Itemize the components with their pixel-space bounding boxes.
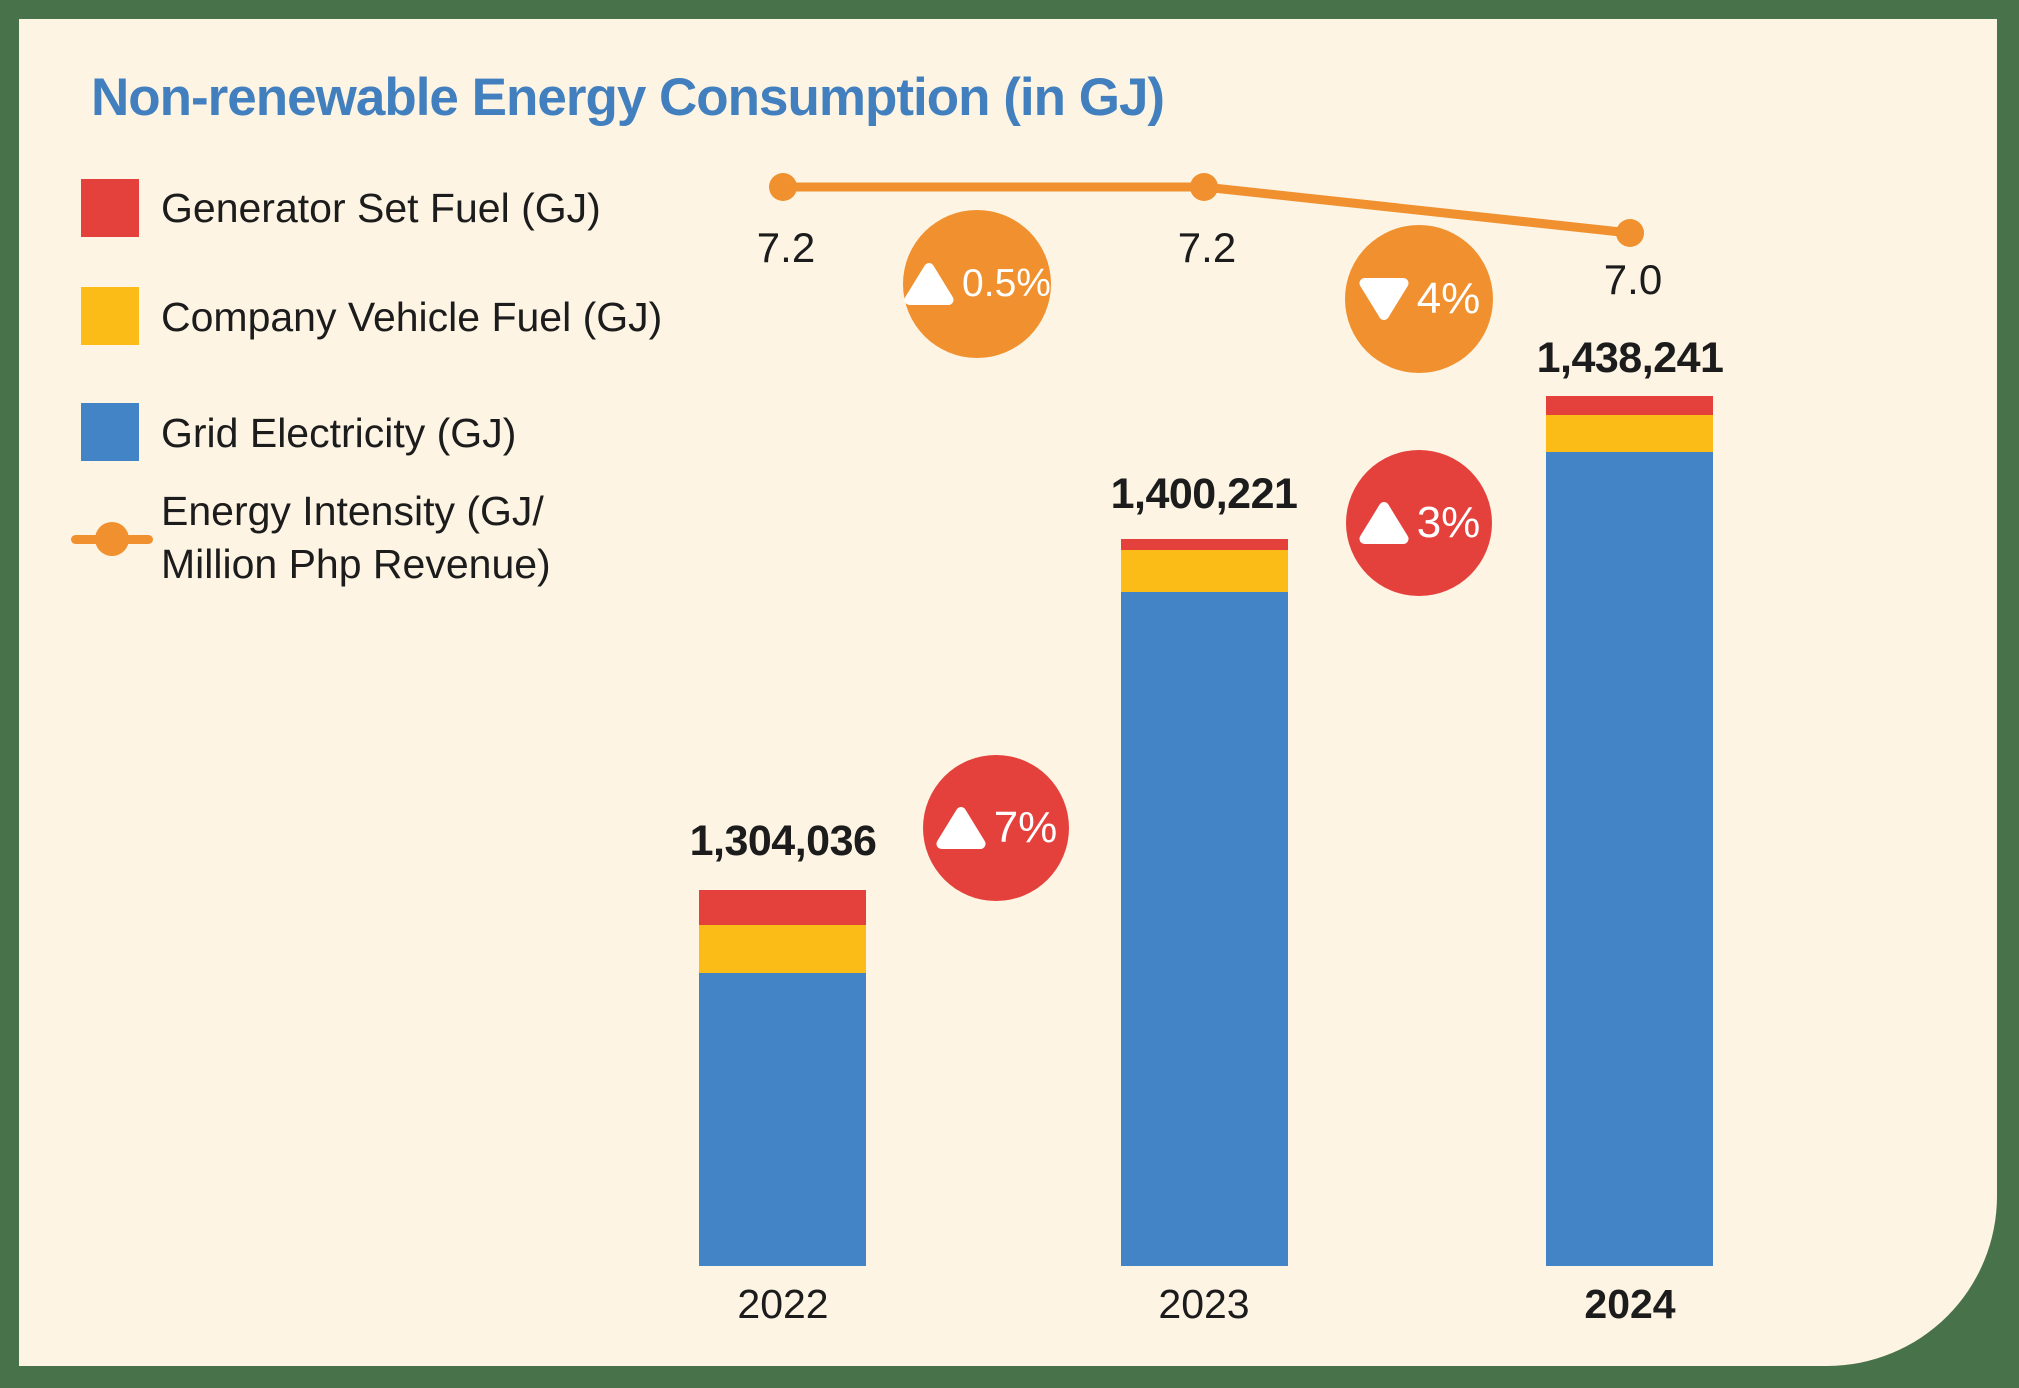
consumption-change-value: 7%: [993, 803, 1058, 852]
legend-label-energy-intensity: Energy Intensity (GJ/ Million Php Revenu…: [161, 488, 551, 587]
intensity-value-2022: 7.2: [756, 224, 816, 271]
consumption-change-badge-2023-2024: 3%: [1346, 450, 1492, 596]
consumption-change-badge-2022-2023: 7%: [923, 755, 1069, 901]
bar-2024-segment-grid-electricity-gj: [1546, 452, 1713, 1266]
intensity-value-2024: 7.0: [1603, 256, 1663, 303]
total-label-2022: 1,304,036: [689, 817, 877, 865]
bar-2023-segment-company-vehicle-fuel-gj: [1121, 550, 1288, 592]
year-label-2023: 2023: [1158, 1281, 1250, 1327]
chart-title: Non-renewable Energy Consumption (in GJ): [91, 68, 1165, 127]
bar-2022-segment-company-vehicle-fuel-gj: [699, 925, 866, 973]
intensity-change-badge-2023-2024: 4%: [1345, 225, 1493, 373]
bar-2023-segment-generator-set-fuel-gj: [1121, 539, 1288, 550]
year-label-2024: 2024: [1584, 1281, 1676, 1327]
intensity-change-value: 4%: [1416, 274, 1481, 323]
bar-2024-segment-generator-set-fuel-gj: [1546, 396, 1713, 415]
bar-2024-segment-company-vehicle-fuel-gj: [1546, 415, 1713, 452]
bar-2022-segment-grid-electricity-gj: [699, 973, 866, 1266]
intensity-change-value: 0.5%: [962, 262, 1051, 305]
total-label-2023: 1,400,221: [1110, 470, 1298, 518]
bar-2022-segment-generator-set-fuel-gj: [699, 890, 866, 925]
total-label-2024: 1,438,241: [1536, 334, 1724, 382]
legend-label-generator-set-fuel: Generator Set Fuel (GJ): [161, 185, 601, 231]
legend-label-grid-electricity: Grid Electricity (GJ): [161, 410, 517, 456]
legend-label-company-vehicle-fuel: Company Vehicle Fuel (GJ): [161, 294, 663, 340]
grid-electricity-swatch: [81, 403, 139, 461]
up-triangle-icon: [1359, 502, 1409, 544]
bar-2023-segment-grid-electricity-gj: [1121, 592, 1288, 1266]
up-triangle-icon: [936, 807, 986, 849]
company-vehicle-fuel-swatch: [81, 287, 139, 345]
generator-set-fuel-swatch: [81, 179, 139, 237]
intensity-change-badge-2022-2023: 0.5%: [903, 210, 1051, 358]
intensity-value-2023: 7.2: [1177, 224, 1237, 271]
year-label-2022: 2022: [737, 1281, 829, 1327]
consumption-change-value: 3%: [1416, 498, 1481, 547]
up-triangle-icon: [904, 263, 954, 305]
energy-intensity-dot-marker: [95, 522, 129, 556]
down-triangle-icon: [1359, 278, 1409, 320]
